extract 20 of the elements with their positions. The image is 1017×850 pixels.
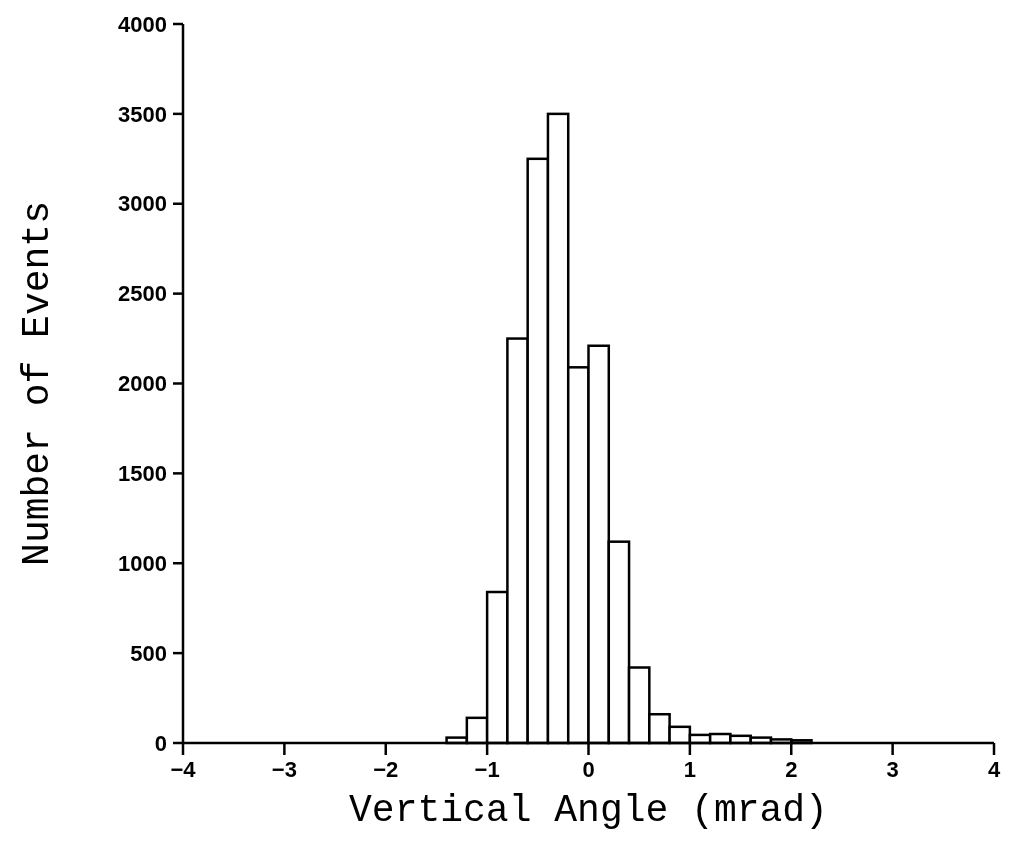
- y-axis-title: Number of Events: [16, 201, 59, 566]
- x-tick-label: 0: [582, 757, 595, 782]
- x-axis-title: Vertical Angle (mrad): [349, 789, 828, 832]
- y-tick-label: 4000: [118, 11, 167, 37]
- x-tick-label: 1: [683, 757, 696, 782]
- x-tick-label: 2: [785, 757, 798, 782]
- y-tick-label: 3000: [118, 191, 167, 217]
- y-tick-label: 1000: [118, 550, 167, 576]
- x-tick-label: −1: [474, 757, 500, 782]
- x-tick-label: −2: [373, 757, 399, 782]
- x-tick-label: 4: [987, 757, 1001, 782]
- x-tick-label: −4: [170, 757, 197, 782]
- y-tick-label: 1500: [118, 461, 167, 487]
- y-tick-label: 0: [154, 730, 167, 756]
- y-tick-label: 2500: [118, 281, 167, 307]
- y-tick-label: 3500: [118, 101, 167, 127]
- y-tick-label: 2000: [118, 371, 167, 397]
- x-tick-label: 3: [886, 757, 899, 782]
- x-tick-label: −3: [271, 757, 297, 782]
- y-tick-label: 500: [130, 640, 167, 666]
